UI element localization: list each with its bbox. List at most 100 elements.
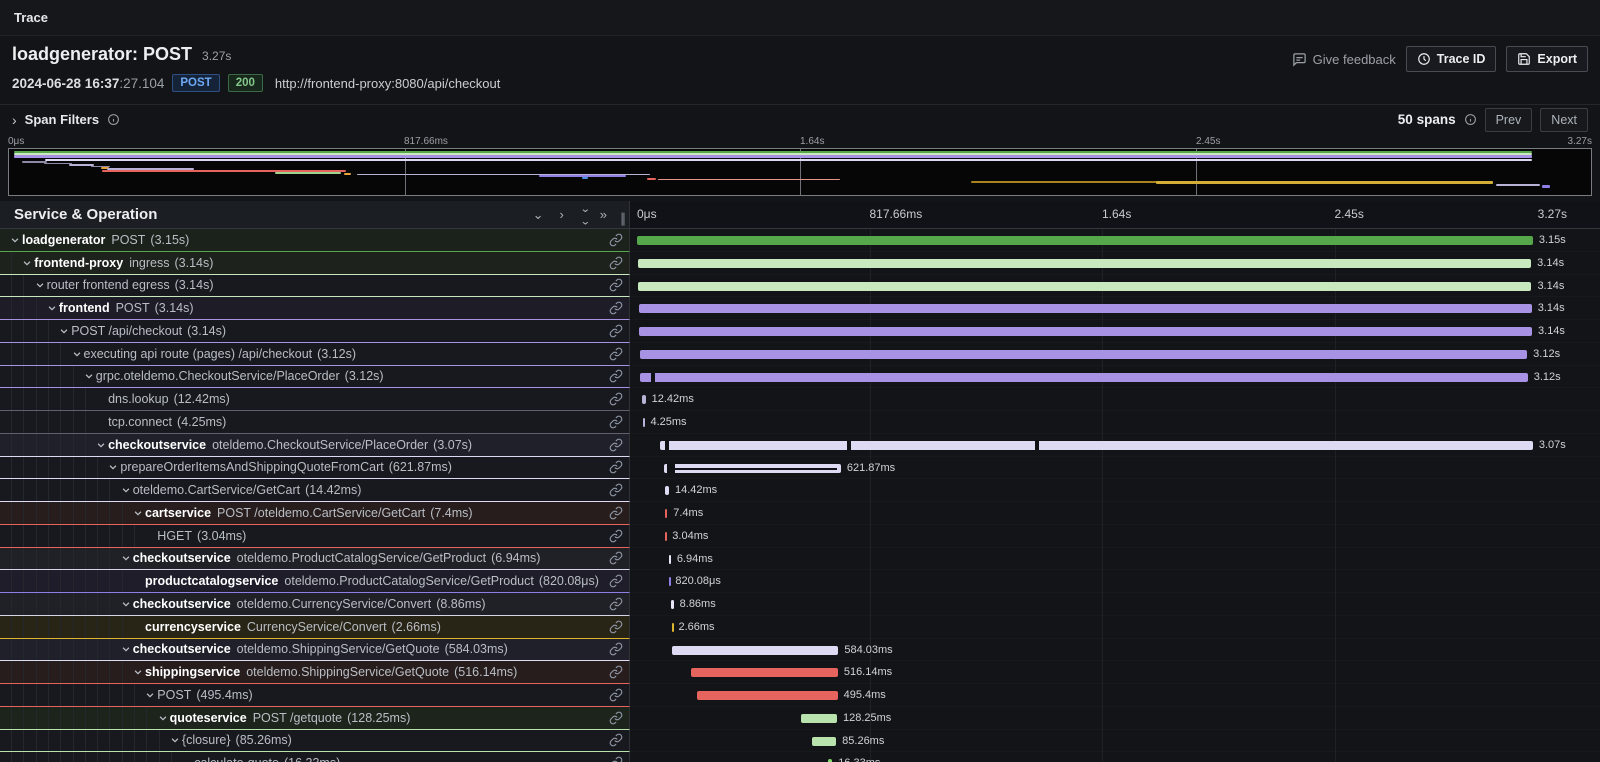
span-row[interactable]: grpc.oteldemo.CheckoutService/PlaceOrder… (0, 366, 1600, 389)
span-bar[interactable] (640, 350, 1527, 359)
span-name-cell[interactable]: checkoutservice oteldemo.CheckoutService… (0, 434, 630, 457)
chevron-down-icon[interactable] (119, 599, 133, 609)
chevron-right-icon[interactable]: › (12, 112, 17, 128)
span-bar[interactable] (660, 441, 1533, 450)
expand-one-icon[interactable]: › (560, 207, 564, 222)
link-icon[interactable] (603, 460, 623, 474)
span-row[interactable]: prepareOrderItemsAndShippingQuoteFromCar… (0, 457, 1600, 480)
span-name-cell[interactable]: loadgenerator POST (3.15s) (0, 229, 630, 252)
span-bar[interactable] (669, 577, 671, 586)
chevron-down-icon[interactable] (168, 735, 182, 745)
span-name-cell[interactable]: frontend-proxy ingress (3.14s) (0, 252, 630, 275)
span-name-cell[interactable]: checkoutservice oteldemo.ShippingService… (0, 639, 630, 662)
span-bar[interactable] (639, 327, 1532, 336)
span-row[interactable]: checkoutservice oteldemo.CurrencyService… (0, 593, 1600, 616)
chevron-down-icon[interactable] (57, 326, 71, 336)
span-row[interactable]: POST /api/checkout (3.14s) 3.14s (0, 320, 1600, 343)
span-name-cell[interactable]: grpc.oteldemo.CheckoutService/PlaceOrder… (0, 366, 630, 389)
span-bar[interactable] (665, 509, 667, 518)
expand-all-icon[interactable]: » (600, 207, 607, 222)
link-icon[interactable] (603, 415, 623, 429)
span-name-cell[interactable]: HGET (3.04ms) (0, 525, 630, 548)
span-name-cell[interactable]: {closure} (85.26ms) (0, 730, 630, 753)
chevron-down-icon[interactable] (45, 303, 59, 313)
chevron-down-icon[interactable] (94, 440, 108, 450)
next-button[interactable]: Next (1540, 108, 1588, 132)
span-name-cell[interactable]: checkoutservice oteldemo.ProductCatalogS… (0, 548, 630, 571)
chevron-down-icon[interactable] (106, 462, 120, 472)
span-bar[interactable] (691, 668, 838, 677)
span-bar-cell[interactable]: 14.42ms (630, 479, 1600, 502)
span-name-cell[interactable]: shippingservice oteldemo.ShippingService… (0, 661, 630, 684)
span-name-cell[interactable]: tcp.connect (4.25ms) (0, 411, 630, 434)
span-bar[interactable] (697, 691, 838, 700)
span-bar[interactable] (672, 646, 838, 655)
link-icon[interactable] (603, 551, 623, 565)
span-name-cell[interactable]: frontend POST (3.14s) (0, 297, 630, 320)
span-bar-cell[interactable]: 621.87ms (630, 457, 1600, 480)
link-icon[interactable] (603, 506, 623, 520)
span-row[interactable]: cartservice POST /oteldemo.CartService/G… (0, 502, 1600, 525)
span-bar-cell[interactable]: 584.03ms (630, 639, 1600, 662)
span-bar[interactable] (671, 600, 674, 609)
column-resize-handle[interactable]: ▕▏ (614, 213, 633, 226)
span-row[interactable]: POST (495.4ms) 495.4ms (0, 684, 1600, 707)
span-bar-cell[interactable]: 3.04ms (630, 525, 1600, 548)
span-row[interactable]: productcatalogservice oteldemo.ProductCa… (0, 570, 1600, 593)
span-row[interactable]: loadgenerator POST (3.15s) 3.15s (0, 229, 1600, 252)
span-name-cell[interactable]: router frontend egress (3.14s) (0, 275, 630, 298)
span-bar-cell[interactable]: 128.25ms (630, 707, 1600, 730)
span-bar-cell[interactable]: 3.15s (630, 229, 1600, 252)
span-row[interactable]: executing api route (pages) /api/checkou… (0, 343, 1600, 366)
span-name-cell[interactable]: oteldemo.CartService/GetCart (14.42ms) (0, 479, 630, 502)
span-bar-cell[interactable]: 85.26ms (630, 730, 1600, 753)
link-icon[interactable] (603, 597, 623, 611)
chevron-down-icon[interactable] (156, 713, 170, 723)
trace-minimap[interactable] (8, 148, 1592, 196)
span-bar-cell[interactable]: 820.08μs (630, 570, 1600, 593)
span-bar-cell[interactable]: 495.4ms (630, 684, 1600, 707)
chevron-down-icon[interactable] (82, 371, 96, 381)
span-bar-cell[interactable]: 4.25ms (630, 411, 1600, 434)
span-bar[interactable] (642, 395, 646, 404)
span-bar-cell[interactable]: 3.14s (630, 252, 1600, 275)
trace-id-button[interactable]: Trace ID (1406, 46, 1497, 72)
collapse-all-icon[interactable]: ⌄⌄ (580, 202, 584, 228)
span-bar-cell[interactable]: 6.94ms (630, 548, 1600, 571)
span-bar-cell[interactable]: 16.33ms (630, 752, 1600, 762)
span-row[interactable]: {closure} (85.26ms) 85.26ms (0, 730, 1600, 753)
span-bar[interactable] (638, 282, 1531, 291)
span-bar[interactable] (669, 555, 671, 564)
link-icon[interactable] (603, 574, 623, 588)
span-name-cell[interactable]: calculate-quote (16.33ms) (0, 752, 630, 762)
span-bar[interactable] (640, 373, 1527, 382)
span-name-cell[interactable]: prepareOrderItemsAndShippingQuoteFromCar… (0, 457, 630, 480)
span-row[interactable]: tcp.connect (4.25ms) 4.25ms (0, 411, 1600, 434)
span-filters-label[interactable]: Span Filters (25, 112, 99, 127)
span-row[interactable]: frontend-proxy ingress (3.14s) 3.14s (0, 252, 1600, 275)
span-bar-cell[interactable]: 3.12s (630, 366, 1600, 389)
link-icon[interactable] (603, 347, 623, 361)
info-icon[interactable] (1464, 113, 1477, 126)
span-row[interactable]: dns.lookup (12.42ms) 12.42ms (0, 388, 1600, 411)
span-row[interactable]: shippingservice oteldemo.ShippingService… (0, 661, 1600, 684)
span-bar[interactable] (637, 236, 1533, 245)
span-name-cell[interactable]: currencyservice CurrencyService/Convert … (0, 616, 630, 639)
collapse-one-icon[interactable]: ⌄ (533, 207, 544, 223)
chevron-down-icon[interactable] (131, 508, 145, 518)
export-button[interactable]: Export (1506, 46, 1588, 72)
link-icon[interactable] (603, 369, 623, 383)
span-bar[interactable] (643, 418, 645, 427)
chevron-down-icon[interactable] (119, 553, 133, 563)
chevron-down-icon[interactable] (70, 349, 84, 359)
link-icon[interactable] (603, 688, 623, 702)
span-bar-cell[interactable]: 8.86ms (630, 593, 1600, 616)
span-bar-cell[interactable]: 3.07s (630, 434, 1600, 457)
span-bar-cell[interactable]: 3.14s (630, 275, 1600, 298)
span-row[interactable]: router frontend egress (3.14s) 3.14s (0, 275, 1600, 298)
span-bar-cell[interactable]: 2.66ms (630, 616, 1600, 639)
chevron-down-icon[interactable] (119, 485, 133, 495)
span-bar-cell[interactable]: 516.14ms (630, 661, 1600, 684)
give-feedback-button[interactable]: Give feedback (1292, 52, 1396, 67)
span-name-cell[interactable]: POST (495.4ms) (0, 684, 630, 707)
